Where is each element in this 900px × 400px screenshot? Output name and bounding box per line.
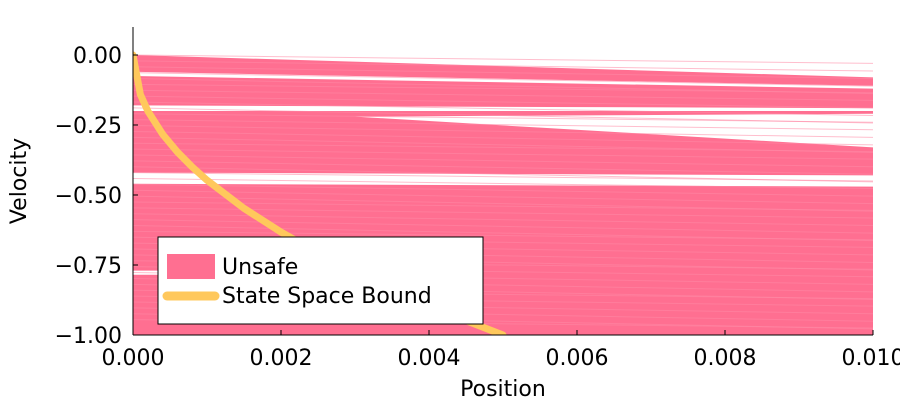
legend: Unsafe State Space Bound <box>157 236 484 325</box>
x-tick-label: 0.002 <box>250 346 313 371</box>
unsafe-region-streak <box>133 219 873 234</box>
unsafe-region-gap <box>133 105 873 111</box>
x-tick-label: 0.006 <box>546 346 609 371</box>
unsafe-region-gap <box>355 113 873 148</box>
unsafe-region-streak <box>133 130 873 146</box>
unsafe-region-streak <box>133 101 873 116</box>
unsafe-region-streak <box>133 125 873 138</box>
x-tick-label: 0.008 <box>694 346 757 371</box>
legend-label-state-space-bound: State Space Bound <box>222 284 432 309</box>
unsafe-region-streak <box>133 89 873 101</box>
unsafe-region-streak <box>133 172 873 182</box>
unsafe-region-streak <box>133 189 873 205</box>
unsafe-region-streak <box>133 207 873 219</box>
unsafe-region-streak <box>133 60 873 72</box>
unsafe-region-streak <box>133 154 873 168</box>
legend-swatch-unsafe <box>167 254 215 279</box>
y-axis-label: Velocity <box>7 138 32 224</box>
legend-label-unsafe: Unsafe <box>222 255 298 280</box>
y-tick-label: −0.75 <box>55 254 122 279</box>
unsafe-region-streak <box>133 95 873 109</box>
unsafe-region-streak <box>133 148 873 160</box>
unsafe-region-streak <box>133 201 873 211</box>
unsafe-region-streak <box>133 54 873 64</box>
unsafe-region-streak <box>133 160 873 175</box>
x-tick-label: 0.004 <box>398 346 461 371</box>
y-tick-label: 0.00 <box>73 44 122 69</box>
legend-box <box>157 236 484 325</box>
unsafe-region-streak <box>133 183 873 197</box>
y-tick-label: −0.50 <box>55 184 122 209</box>
unsafe-region-gap <box>133 172 873 187</box>
unsafe-region-streak <box>133 66 873 80</box>
unsafe-region-streak <box>133 83 873 94</box>
unsafe-region-streak <box>133 119 873 131</box>
x-tick-label: 0.010 <box>842 346 900 371</box>
unsafe-region-streak <box>133 230 873 241</box>
y-tick-label: −1.00 <box>55 324 122 349</box>
y-tick-label: −0.25 <box>55 114 122 139</box>
unsafe-region-streak <box>133 142 873 153</box>
ticks: 0.000 0.002 0.004 0.006 0.008 0.010 0.00 −0.25 −… <box>55 44 900 371</box>
unsafe-region-streak <box>133 113 873 123</box>
axes <box>132 27 873 336</box>
x-axis-label: Position <box>460 377 546 400</box>
unsafe-region-streak <box>133 72 873 87</box>
x-tick-label: 0.000 <box>102 346 165 371</box>
unsafe-region-streak <box>133 177 873 190</box>
